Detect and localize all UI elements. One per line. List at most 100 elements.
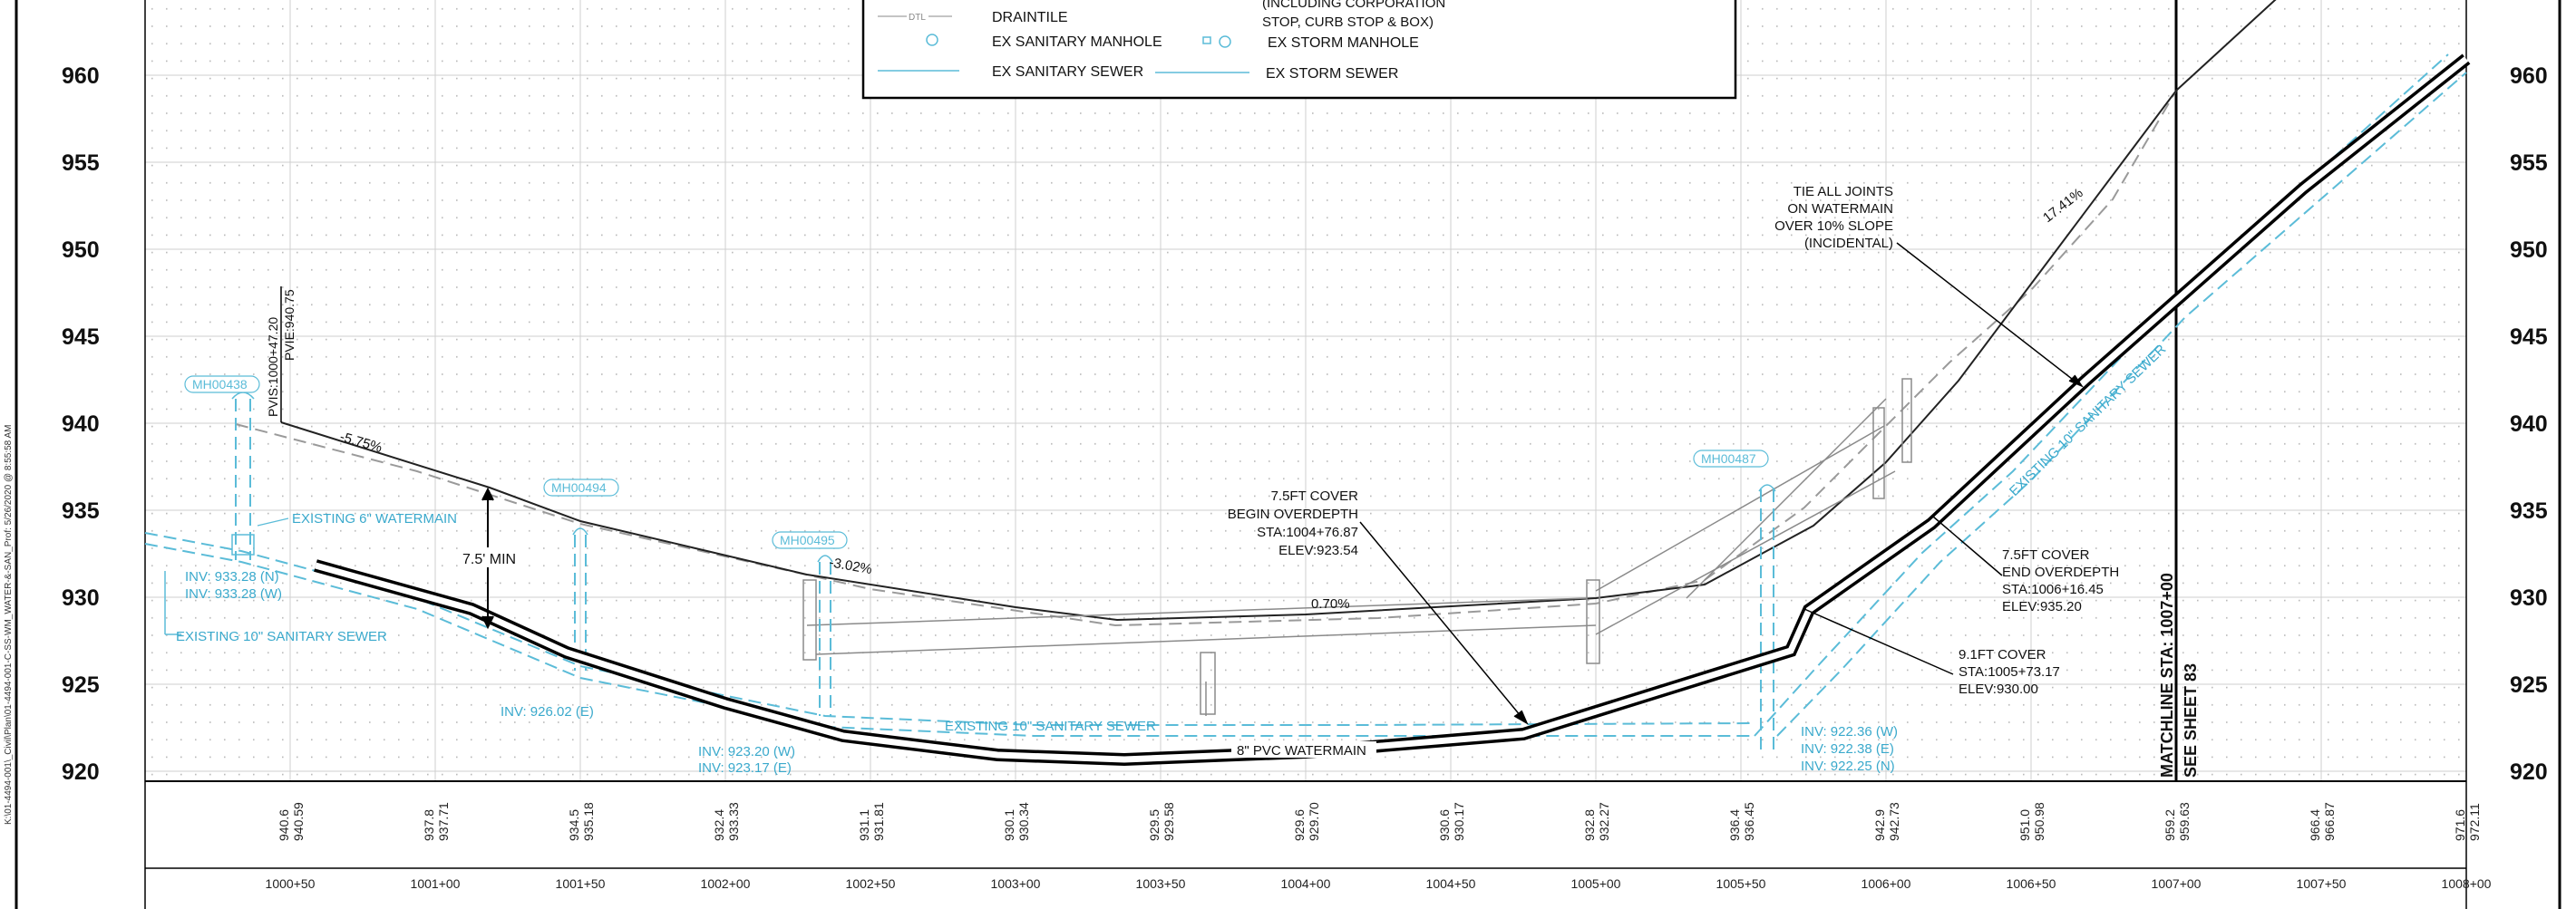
proposed-elev: 935.18 (581, 802, 596, 841)
elev-label: 940 (62, 411, 100, 437)
existing-elev: 942.9 (1872, 809, 1887, 841)
slope-label: 0.70% (1311, 596, 1350, 612)
elev-label: 945 (62, 324, 100, 350)
inv-label: INV: 922.36 (W) (1801, 724, 1898, 740)
elev-label: 920 (62, 759, 100, 785)
mh-tag: MH00487 (1701, 451, 1756, 466)
existing-elev: 931.1 (857, 809, 871, 841)
inv-label: INV: 923.17 (E) (698, 760, 792, 776)
end-overdepth-callout: 7.5FT COVER END OVERDEPTH STA:1006+16.45… (2002, 547, 2119, 614)
proposed-elev: 966.87 (2322, 802, 2337, 841)
elev-label: 950 (2510, 237, 2548, 263)
elev-label: 950 (62, 237, 100, 263)
callout-line: ON WATERMAIN (1787, 201, 1893, 217)
legend-storm-mh: EX STORM MANHOLE (1268, 35, 1419, 51)
station-label: 1008+00 (2442, 876, 2492, 891)
callout-line: 9.1FT COVER (1959, 647, 2046, 662)
proposed-elev: 936.45 (1742, 802, 1756, 841)
station-axis: 1000+50 1001+00 1001+50 1002+00 1002+50 … (266, 876, 2492, 891)
proposed-elev: 950.98 (2032, 802, 2046, 841)
legend-corp-2: STOP, CURB STOP & BOX) (1262, 15, 1434, 30)
callout-line: ELEV:935.20 (2002, 599, 2082, 614)
pvi-station: PVIS:1000+47.20 (266, 317, 280, 417)
existing-elev: 937.8 (422, 809, 436, 841)
station-label: 1005+50 (1716, 876, 1766, 891)
station-label: 1006+00 (1862, 876, 1911, 891)
legend-draintile: DRAINTILE (992, 10, 1068, 25)
callout-line: ELEV:923.54 (1278, 543, 1358, 558)
mh-tag: MH00494 (551, 480, 607, 495)
manhole-tags: MH00438 MH00494 MH00495 MH00487 (184, 375, 1769, 549)
legend-box: DTL DRAINTILE (INCLUDING CORPORATION STO… (861, 0, 1737, 100)
mh-tag: MH00438 (192, 377, 248, 392)
pvi-elevation: PVIE:940.75 (282, 289, 296, 361)
callout-line: END OVERDEPTH (2002, 565, 2119, 580)
existing-elev: 966.4 (2308, 809, 2322, 841)
callout-line: BEGIN OVERDEPTH (1228, 507, 1358, 522)
proposed-elev: 930.17 (1452, 802, 1466, 841)
elev-label: 960 (62, 63, 100, 89)
station-label: 1004+50 (1426, 876, 1476, 891)
inv-label: INV: 933.28 (W) (185, 586, 282, 602)
proposed-elev: 929.70 (1307, 802, 1321, 841)
callout-line: ELEV:930.00 (1959, 682, 2038, 697)
station-label: 1005+00 (1571, 876, 1621, 891)
existing-elev: 929.5 (1147, 809, 1162, 841)
elev-label: 935 (62, 498, 100, 524)
proposed-grade-line (280, 0, 2277, 622)
existing-elev: 936.4 (1727, 809, 1742, 841)
existing-elev: 959.2 (2163, 809, 2177, 841)
elev-label: 955 (62, 150, 100, 176)
min-cover-label: 7.5' MIN (462, 552, 516, 567)
watermain-label: 8" PVC WATERMAIN (1237, 743, 1366, 759)
station-label: 1002+00 (701, 876, 751, 891)
storm-manhole-icon (1202, 36, 1211, 44)
existing-elev: 930.1 (1002, 809, 1016, 841)
station-label: 1003+50 (1136, 876, 1186, 891)
callout-line: TIE ALL JOINTS (1793, 184, 1893, 199)
elev-label: 925 (2510, 672, 2548, 698)
grid-lines (145, 0, 2466, 781)
existing-watermain-label: EXISTING 6" WATERMAIN (292, 511, 457, 527)
callout-line: 7.5FT COVER (2002, 547, 2090, 563)
cover-9-1-callout: 9.1FT COVER STA:1005+73.17 ELEV:930.00 (1959, 647, 2060, 697)
elevation-readings: 940.6 940.59 937.8 937.71 934.5 935.18 9… (277, 802, 2482, 841)
elev-label: 930 (2510, 585, 2548, 611)
elev-label: 960 (2510, 63, 2548, 89)
proposed-elev: 959.63 (2177, 802, 2192, 841)
elevation-axis-right: 960 955 950 945 940 935 930 925 920 (2510, 63, 2548, 785)
existing-elev: 932.4 (712, 809, 726, 841)
proposed-elev: 931.81 (871, 802, 886, 841)
inv-label: INV: 926.02 (E) (501, 704, 594, 720)
station-label: 1001+50 (556, 876, 606, 891)
station-label: 1006+50 (2007, 876, 2056, 891)
manhole-outlines (164, 392, 1776, 635)
matchline-label: MATCHLINE STA: 1007+00 (2158, 573, 2176, 778)
proposed-elev: 972.11 (2467, 803, 2482, 841)
legend-corp-1: (INCLUDING CORPORATION (1262, 0, 1445, 11)
callout-line: OVER 10% SLOPE (1774, 218, 1893, 234)
elev-label: 945 (2510, 324, 2548, 350)
existing-elev: 940.6 (277, 809, 291, 841)
callout-line: 7.5FT COVER (1271, 488, 1359, 504)
structure-outlines (802, 378, 1912, 716)
existing-elev: 934.5 (567, 809, 581, 841)
callout-line: STA:1005+73.17 (1959, 664, 2060, 680)
station-label: 1001+00 (411, 876, 461, 891)
existing-sanitary-label: EXISTING 10" SANITARY SEWER (176, 629, 387, 644)
elev-label: 925 (62, 672, 100, 698)
proposed-elev: 942.73 (1887, 802, 1901, 841)
existing-elev: 929.6 (1292, 809, 1307, 841)
station-label: 1004+00 (1281, 876, 1331, 891)
callout-line: STA:1004+76.87 (1257, 525, 1358, 540)
mh-tag: MH00495 (780, 533, 835, 547)
elev-label: 920 (2510, 759, 2548, 785)
proposed-elev: 937.71 (436, 802, 451, 841)
existing-elev: 971.6 (2453, 809, 2467, 841)
sheet-frame (15, 0, 2561, 909)
existing-sanitary-label: EXISTING 10" SANITARY SEWER (945, 719, 1156, 734)
elev-label: 940 (2510, 411, 2548, 437)
file-path-label: K:\01-4494-001\_Civil\Plan\01-4494-001-C… (4, 425, 14, 825)
callout-line: (INCIDENTAL) (1804, 236, 1893, 251)
legend-storm-sewer: EX STORM SEWER (1266, 66, 1398, 82)
